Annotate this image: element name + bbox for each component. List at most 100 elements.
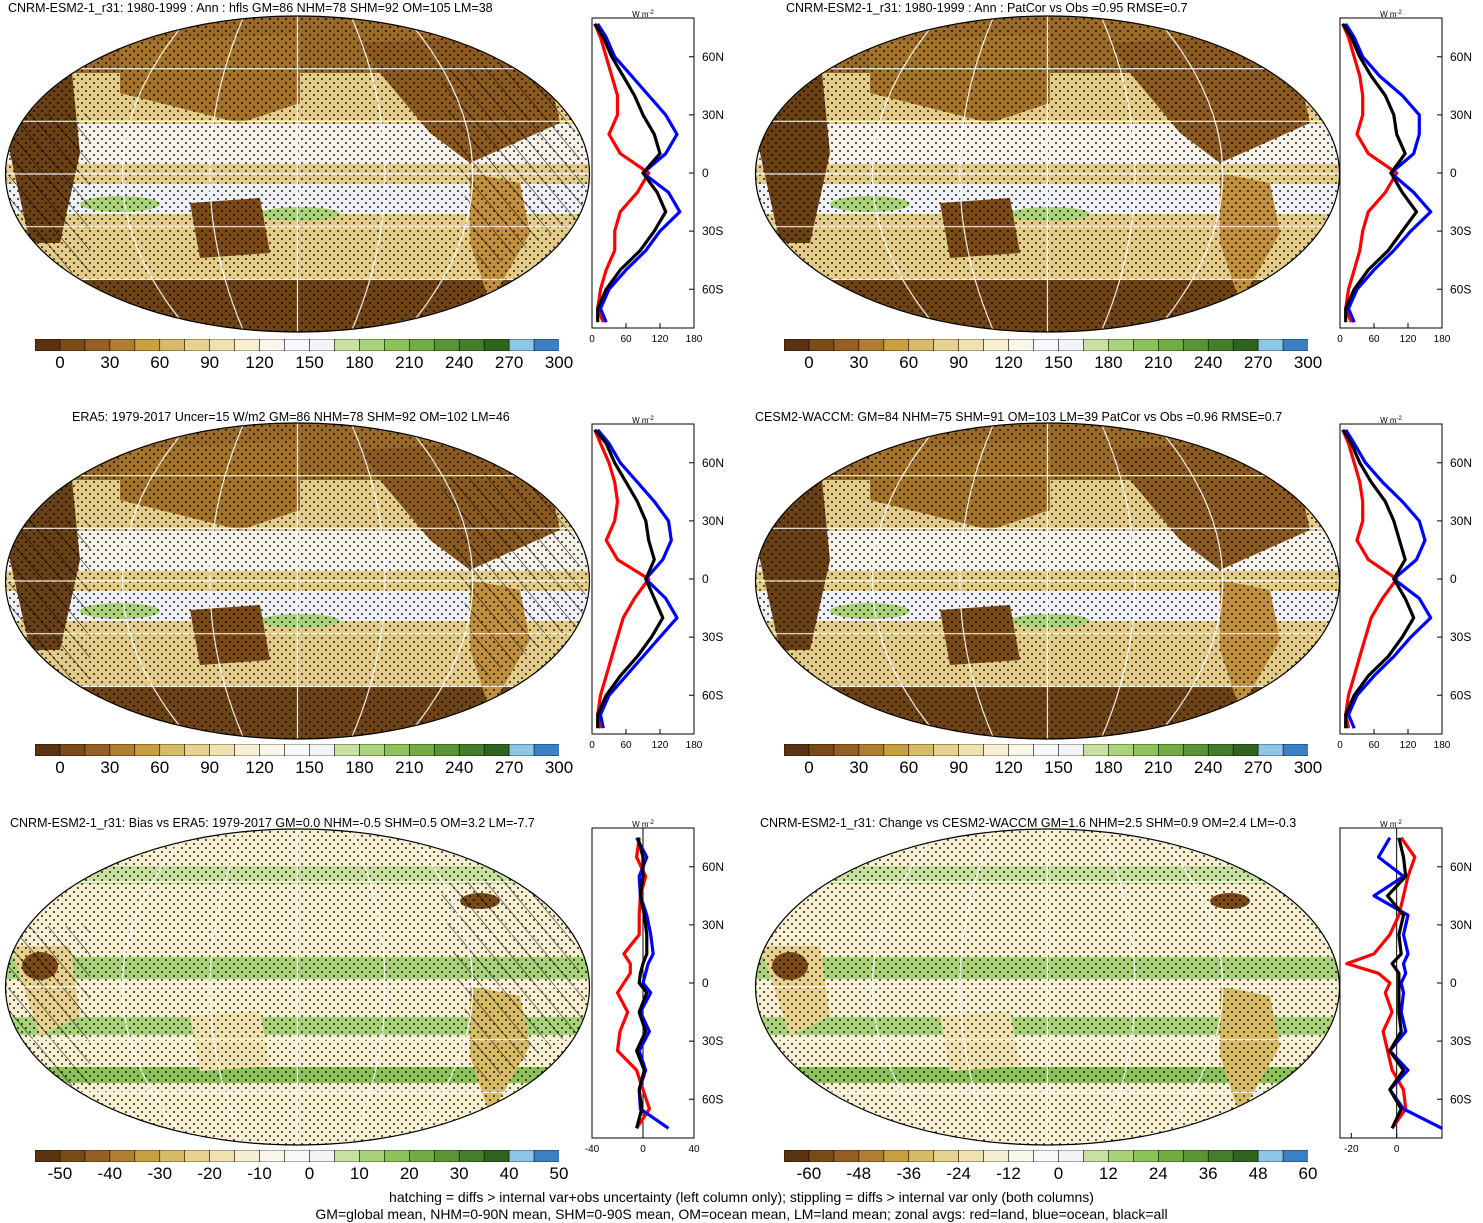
profile-x-tick-label: 60	[620, 740, 632, 751]
colorbar-swatch	[808, 744, 835, 756]
colorbar-tick-label: 150	[295, 353, 324, 372]
colorbar-tick-label: 270	[494, 758, 524, 777]
colorbar-tick-label: 150	[1044, 758, 1073, 777]
profile-y-tick-label: 30N	[702, 108, 724, 122]
colorbar-tick-label: 210	[395, 353, 424, 372]
colorbar-swatch	[958, 1150, 985, 1162]
profile-unit-label: W m-2	[1380, 416, 1402, 425]
colorbar-swatch	[134, 744, 161, 756]
colorbar-labels: 0 30 60 90 120 150 180 210 240 270 300	[35, 353, 573, 375]
colorbar-swatch	[234, 744, 261, 756]
profile-x-tick-label: -40	[585, 1144, 600, 1155]
colorbar-swatch	[1083, 744, 1110, 756]
profile-unit-label: W m-2	[632, 820, 654, 829]
colorbar-tick-label: 270	[1243, 758, 1273, 777]
colorbar-swatch	[209, 1150, 236, 1162]
profile-line-land	[1341, 23, 1399, 323]
colorbar-swatch	[858, 339, 885, 351]
colorbar-swatch	[35, 744, 61, 756]
colorbar-tick-label: 240	[1194, 758, 1223, 777]
colorbar-swatch	[1207, 339, 1234, 351]
colorbar-tick-label: -24	[946, 1164, 971, 1183]
colorbar-tick-label: 0	[804, 758, 814, 777]
profile-y-tick-label: 0	[1450, 572, 1457, 586]
profile-x-tick-label: 120	[652, 740, 669, 751]
map-field	[755, 423, 1340, 739]
colorbar-swatch	[1008, 339, 1035, 351]
profile-y-tick-label: 0	[702, 572, 709, 586]
colorbar-swatch	[1033, 1150, 1060, 1162]
colorbar-swatch	[458, 744, 485, 756]
profile-x-tick-label: 180	[1434, 334, 1451, 345]
colorbar-middle-left	[35, 744, 559, 756]
colorbar-swatch	[259, 1150, 286, 1162]
profile-y-tick-label: 30S	[1450, 630, 1471, 644]
colorbar-swatch	[1033, 744, 1060, 756]
colorbar-swatch	[1058, 1150, 1085, 1162]
colorbar-swatch	[833, 1150, 860, 1162]
colorbar-swatch	[1257, 1150, 1284, 1162]
colorbar-swatch	[1133, 1150, 1160, 1162]
colorbar-swatch	[1008, 1150, 1035, 1162]
profile-y-tick-label: 30S	[1450, 224, 1471, 238]
profile-y-tick-label: 60N	[1450, 50, 1472, 64]
profile-y-tick-label: 60S	[702, 688, 723, 702]
colorbar-tick-label: 210	[1144, 758, 1173, 777]
colorbar-swatch	[833, 339, 860, 351]
colorbar-tick-label: 180	[345, 758, 374, 777]
map-middle-right	[754, 422, 1341, 740]
colorbar-swatch	[109, 1150, 136, 1162]
profile-y-tick-label: 30N	[1450, 514, 1472, 528]
profile-line-land	[593, 429, 651, 729]
colorbar-tick-label: 120	[994, 758, 1023, 777]
colorbar-swatch	[1083, 1150, 1110, 1162]
colorbar-swatch	[109, 339, 136, 351]
profile-y-tick-label: 0	[1450, 976, 1457, 990]
profile-y-tick-label: 30S	[702, 630, 723, 644]
colorbar-tick-label: -40	[97, 1164, 123, 1183]
colorbar-swatch	[209, 339, 236, 351]
profile-line-all	[593, 22, 668, 323]
colorbar-swatch	[1008, 744, 1035, 756]
colorbar-swatch	[983, 744, 1010, 756]
colorbar-tick-label: -48	[846, 1164, 872, 1183]
colorbar-swatch	[508, 339, 535, 351]
profile-x-tick-label: -20	[1344, 1144, 1359, 1155]
colorbar-swatch	[958, 744, 985, 756]
colorbar-swatch	[159, 1150, 186, 1162]
colorbar-swatch	[334, 1150, 361, 1162]
colorbar-swatch	[1133, 744, 1160, 756]
colorbar-swatch	[833, 744, 860, 756]
colorbar-swatch	[883, 339, 910, 351]
colorbar-tick-label: 270	[494, 353, 524, 372]
colorbar-swatch	[808, 1150, 835, 1162]
profile-unit-label: W m-2	[1380, 10, 1402, 19]
colorbar-swatch	[1282, 1150, 1308, 1162]
profile-y-tick-label: 0	[702, 166, 709, 180]
colorbar-swatch	[284, 744, 311, 756]
colorbar-swatch	[359, 1150, 386, 1162]
colorbar-middle-right	[784, 744, 1308, 756]
colorbar-swatch	[159, 744, 186, 756]
colorbar-tick-label: 180	[1094, 758, 1123, 777]
colorbar-tick-label: 30	[849, 758, 869, 777]
profile-y-tick-label: 60S	[702, 1092, 723, 1106]
colorbar-tick-label: 300	[544, 353, 574, 372]
colorbar-swatch	[533, 339, 559, 351]
profile-y-tick-label: 60N	[702, 456, 724, 470]
colorbar-tick-label: 120	[245, 758, 274, 777]
map-bottom-left	[4, 828, 591, 1146]
colorbar-swatch	[384, 339, 411, 351]
colorbar-tick-label: 30	[849, 353, 869, 372]
colorbar-swatch	[209, 744, 236, 756]
panel-title: CNRM-ESM2-1_r31: 1980-1999 : Ann : PatCo…	[786, 1, 1188, 15]
colorbar-labels: 0 30 60 90 120 150 180 210 240 270 300	[35, 758, 573, 780]
colorbar-swatch	[858, 1150, 885, 1162]
colorbar-swatch	[433, 1150, 460, 1162]
colorbar-swatch	[35, 339, 61, 351]
profile-y-tick-label: 0	[702, 976, 709, 990]
profile-y-tick-label: 60S	[1450, 688, 1471, 702]
colorbar-swatch	[59, 744, 86, 756]
colorbar-swatch	[309, 1150, 336, 1162]
profile-x-tick-label: 180	[686, 334, 703, 345]
